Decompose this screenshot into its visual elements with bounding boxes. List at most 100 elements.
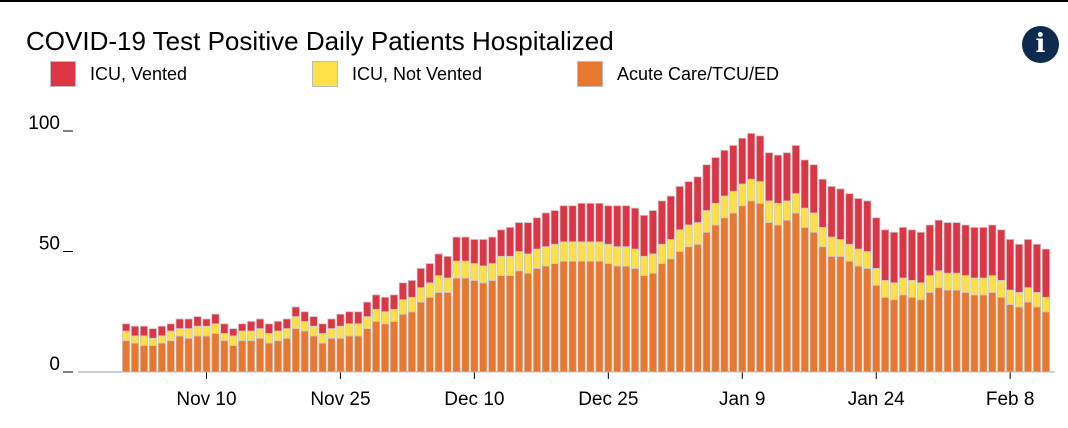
- bar-icu-not-vented[interactable]: [818, 226, 827, 248]
- bar-icu-not-vented[interactable]: [979, 277, 988, 296]
- bar-icu-vented[interactable]: [568, 205, 577, 243]
- bar-acute-care[interactable]: [398, 313, 408, 373]
- bar-icu-vented[interactable]: [407, 280, 416, 298]
- legend-item-icu-vented[interactable]: ICU, Vented: [50, 60, 187, 88]
- bar-icu-vented[interactable]: [505, 226, 515, 257]
- bar-acute-care[interactable]: [238, 340, 247, 373]
- bar-icu-not-vented[interactable]: [505, 255, 515, 277]
- bar-acute-care[interactable]: [389, 320, 399, 373]
- bar-icu-vented[interactable]: [443, 255, 452, 279]
- bar-icu-not-vented[interactable]: [916, 282, 925, 301]
- bar-icu-vented[interactable]: [148, 328, 157, 339]
- bar-icu-not-vented[interactable]: [229, 335, 238, 346]
- bar-acute-care[interactable]: [836, 255, 845, 373]
- bar-icu-vented[interactable]: [389, 294, 399, 310]
- bar-icu-vented[interactable]: [541, 212, 550, 248]
- bar-icu-not-vented[interactable]: [898, 277, 908, 296]
- bar-acute-care[interactable]: [764, 222, 774, 373]
- bar-icu-vented[interactable]: [711, 157, 720, 204]
- bar-acute-care[interactable]: [800, 226, 809, 373]
- bar-acute-care[interactable]: [657, 263, 667, 373]
- bar-icu-not-vented[interactable]: [845, 243, 854, 262]
- bar-icu-not-vented[interactable]: [479, 265, 488, 284]
- bar-acute-care[interactable]: [907, 296, 917, 373]
- bar-acute-care[interactable]: [166, 340, 175, 373]
- bar-acute-care[interactable]: [497, 275, 506, 373]
- bar-icu-vented[interactable]: [514, 222, 524, 252]
- bar-icu-not-vented[interactable]: [157, 335, 166, 344]
- bar-icu-not-vented[interactable]: [961, 275, 970, 293]
- bar-icu-not-vented[interactable]: [291, 316, 300, 330]
- bar-icu-vented[interactable]: [827, 186, 836, 238]
- bar-icu-not-vented[interactable]: [925, 275, 934, 293]
- bar-icu-vented[interactable]: [639, 214, 649, 257]
- bar-acute-care[interactable]: [684, 246, 693, 373]
- bar-icu-vented[interactable]: [657, 200, 667, 245]
- bar-acute-care[interactable]: [380, 323, 390, 373]
- bar-icu-vented[interactable]: [175, 318, 184, 330]
- bar-icu-not-vented[interactable]: [720, 195, 729, 219]
- bar-icu-not-vented[interactable]: [657, 243, 667, 264]
- bar-icu-vented[interactable]: [193, 316, 202, 327]
- bar-acute-care[interactable]: [523, 272, 533, 373]
- bar-icu-not-vented[interactable]: [372, 308, 381, 322]
- bar-icu-vented[interactable]: [648, 210, 658, 255]
- bar-icu-not-vented[interactable]: [782, 200, 792, 221]
- bar-icu-vented[interactable]: [756, 135, 765, 183]
- bar-acute-care[interactable]: [1015, 306, 1024, 373]
- bar-acute-care[interactable]: [988, 292, 997, 373]
- bar-icu-vented[interactable]: [532, 217, 541, 250]
- bar-icu-not-vented[interactable]: [613, 246, 622, 267]
- bar-icu-not-vented[interactable]: [318, 333, 327, 344]
- bar-icu-not-vented[interactable]: [273, 330, 283, 342]
- bar-icu-vented[interactable]: [398, 282, 408, 301]
- bar-icu-not-vented[interactable]: [666, 239, 675, 260]
- bar-icu-not-vented[interactable]: [514, 251, 524, 272]
- bar-acute-care[interactable]: [756, 202, 765, 373]
- bar-icu-vented[interactable]: [345, 311, 354, 325]
- bar-acute-care[interactable]: [309, 335, 318, 373]
- bar-icu-not-vented[interactable]: [773, 202, 783, 226]
- bar-acute-care[interactable]: [148, 345, 157, 373]
- bar-icu-vented[interactable]: [247, 320, 256, 332]
- bar-icu-not-vented[interactable]: [550, 243, 559, 264]
- bar-icu-vented[interactable]: [764, 152, 774, 202]
- bar-icu-not-vented[interactable]: [639, 255, 649, 277]
- bar-icu-not-vented[interactable]: [193, 325, 202, 337]
- bar-acute-care[interactable]: [827, 255, 836, 373]
- bar-acute-care[interactable]: [586, 260, 595, 373]
- bar-icu-not-vented[interactable]: [836, 239, 845, 257]
- bar-icu-not-vented[interactable]: [952, 272, 961, 291]
- bar-acute-care[interactable]: [336, 337, 345, 373]
- bar-icu-not-vented[interactable]: [800, 207, 809, 228]
- bar-icu-vented[interactable]: [613, 205, 622, 248]
- bar-icu-vented[interactable]: [836, 188, 845, 240]
- bar-acute-care[interactable]: [291, 328, 300, 373]
- bar-acute-care[interactable]: [193, 335, 202, 373]
- bar-icu-vented[interactable]: [1041, 248, 1050, 298]
- bar-icu-vented[interactable]: [363, 301, 372, 317]
- bar-acute-care[interactable]: [488, 280, 497, 373]
- bar-icu-vented[interactable]: [997, 229, 1006, 281]
- bar-icu-not-vented[interactable]: [648, 253, 658, 274]
- bar-icu-not-vented[interactable]: [175, 328, 184, 337]
- bar-acute-care[interactable]: [327, 337, 336, 373]
- bar-icu-vented[interactable]: [925, 224, 934, 277]
- bar-icu-vented[interactable]: [889, 231, 899, 284]
- bar-acute-care[interactable]: [264, 342, 274, 373]
- bar-acute-care[interactable]: [604, 263, 613, 373]
- bar-acute-care[interactable]: [345, 335, 354, 373]
- bar-icu-vented[interactable]: [729, 145, 738, 192]
- bar-icu-vented[interactable]: [273, 320, 283, 332]
- bar-icu-vented[interactable]: [675, 186, 684, 231]
- bar-acute-care[interactable]: [702, 231, 711, 373]
- bar-acute-care[interactable]: [622, 265, 631, 373]
- bar-icu-vented[interactable]: [354, 311, 363, 325]
- bar-acute-care[interactable]: [273, 340, 283, 373]
- bar-icu-not-vented[interactable]: [631, 248, 640, 269]
- bar-icu-vented[interactable]: [479, 239, 488, 267]
- bar-acute-care[interactable]: [916, 299, 925, 373]
- bar-icu-not-vented[interactable]: [488, 263, 497, 281]
- bar-icu-not-vented[interactable]: [604, 243, 613, 264]
- bar-acute-care[interactable]: [470, 280, 479, 373]
